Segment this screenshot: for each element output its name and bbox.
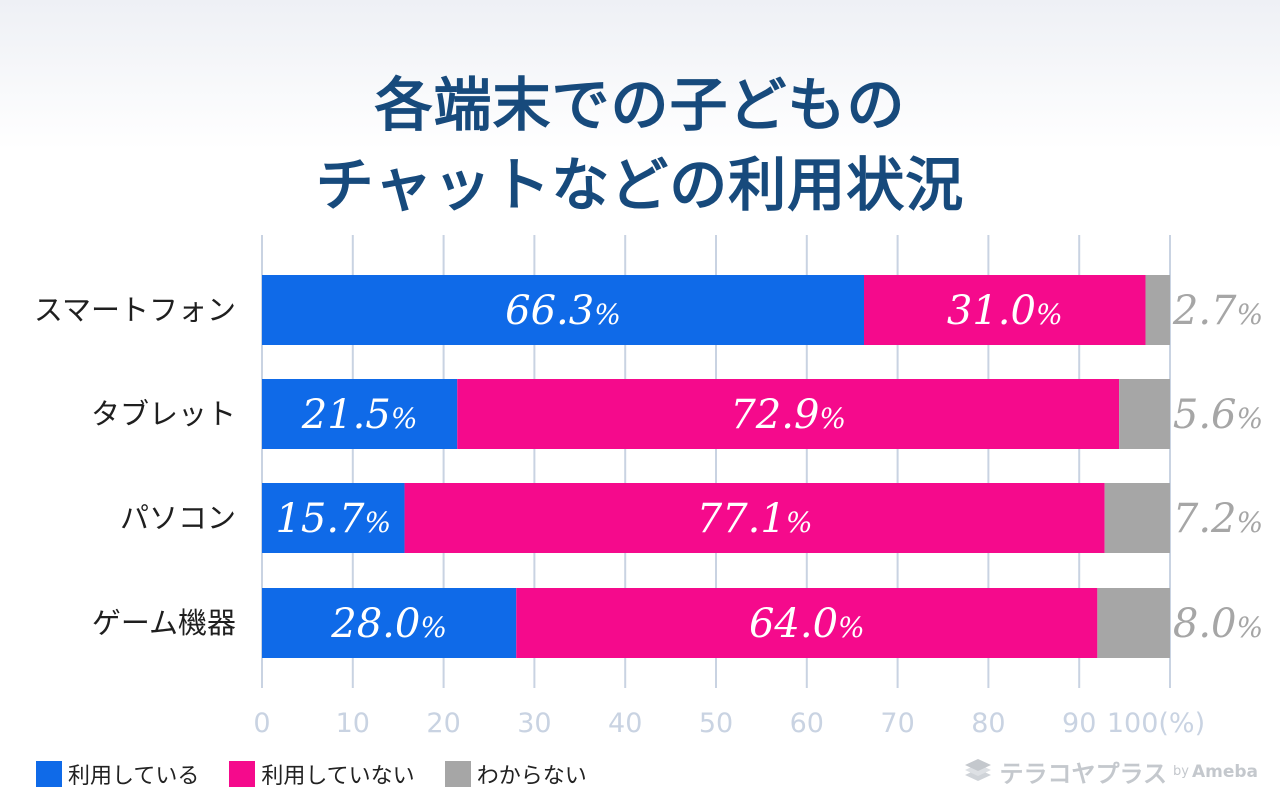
legend-label-unknown: わからない (476, 764, 587, 789)
data-label-not-using: 31.0% (947, 288, 1063, 334)
legend-label-not-using: 利用していない (261, 764, 415, 789)
category-label: タブレット (91, 397, 236, 431)
bar-segment-not-using (404, 483, 1105, 553)
data-label-unknown: 2.7% (1172, 288, 1263, 334)
legend-swatch-using (36, 761, 62, 787)
data-label-using: 15.7% (275, 496, 391, 542)
legend-item-unknown: わからない (444, 758, 587, 790)
category-label: ゲーム機器 (92, 606, 236, 640)
bar-segment-not-using (516, 588, 1098, 658)
book-stack-icon (965, 758, 992, 781)
category-label: スマートフォン (34, 293, 236, 327)
x-tick-label: 0 (253, 708, 270, 739)
logo-name: テラコヤプラス (999, 760, 1167, 788)
brand-logo: テラコヤプラス by Ameba (963, 754, 1258, 789)
bar-segment-using (262, 379, 458, 449)
data-label-not-using: 72.9% (730, 392, 846, 438)
x-tick-label: 70 (880, 708, 914, 739)
bar-segment-unknown (1097, 588, 1170, 658)
bar-segment-unknown (1145, 275, 1170, 345)
data-label-using: 28.0% (330, 601, 447, 647)
logo-by: by (1173, 764, 1189, 779)
bar-segment-unknown (1119, 379, 1170, 449)
legend-item-not-using: 利用していない (229, 758, 415, 790)
page-title-line-2: チャットなどの利用状況 (315, 151, 965, 219)
data-label-using: 66.3% (505, 288, 621, 334)
bar-segment-not-using (864, 275, 1146, 345)
legend-item-using: 利用している (36, 758, 199, 790)
category-label: パソコン (120, 501, 236, 535)
page-title-line-1: 各端末での子どもの (374, 71, 906, 139)
data-label-not-using: 64.0% (749, 601, 865, 647)
data-label-unknown: 8.0% (1173, 601, 1263, 647)
bar-segment-using (262, 588, 517, 658)
x-tick-label: 50 (699, 708, 733, 739)
x-tick-label: 90 (1062, 708, 1096, 739)
x-tick-label: 10 (336, 708, 370, 739)
x-tick-label: 100(%) (1107, 708, 1205, 739)
data-label-unknown: 5.6% (1173, 392, 1263, 438)
x-tick-label: 80 (971, 708, 1005, 739)
data-label-unknown: 7.2% (1173, 496, 1263, 542)
legend-swatch-not-using (229, 761, 256, 787)
data-label-using: 21.5% (301, 392, 418, 438)
data-label-not-using: 77.1% (697, 496, 813, 542)
x-tick-label: 60 (790, 708, 824, 739)
legend-swatch-unknown (444, 761, 471, 787)
x-tick-label: 30 (517, 708, 551, 739)
x-tick-label: 20 (426, 708, 460, 739)
logo-brand: Ameba (1191, 761, 1258, 782)
bar-segment-unknown (1104, 483, 1170, 553)
x-tick-label: 40 (608, 708, 642, 739)
bar-segment-using (262, 275, 865, 345)
legend-label-using: 利用している (68, 764, 200, 789)
bar-segment-not-using (457, 379, 1120, 449)
bar-segment-using (262, 483, 405, 553)
legend: 利用している 利用していない わからない (36, 758, 617, 790)
